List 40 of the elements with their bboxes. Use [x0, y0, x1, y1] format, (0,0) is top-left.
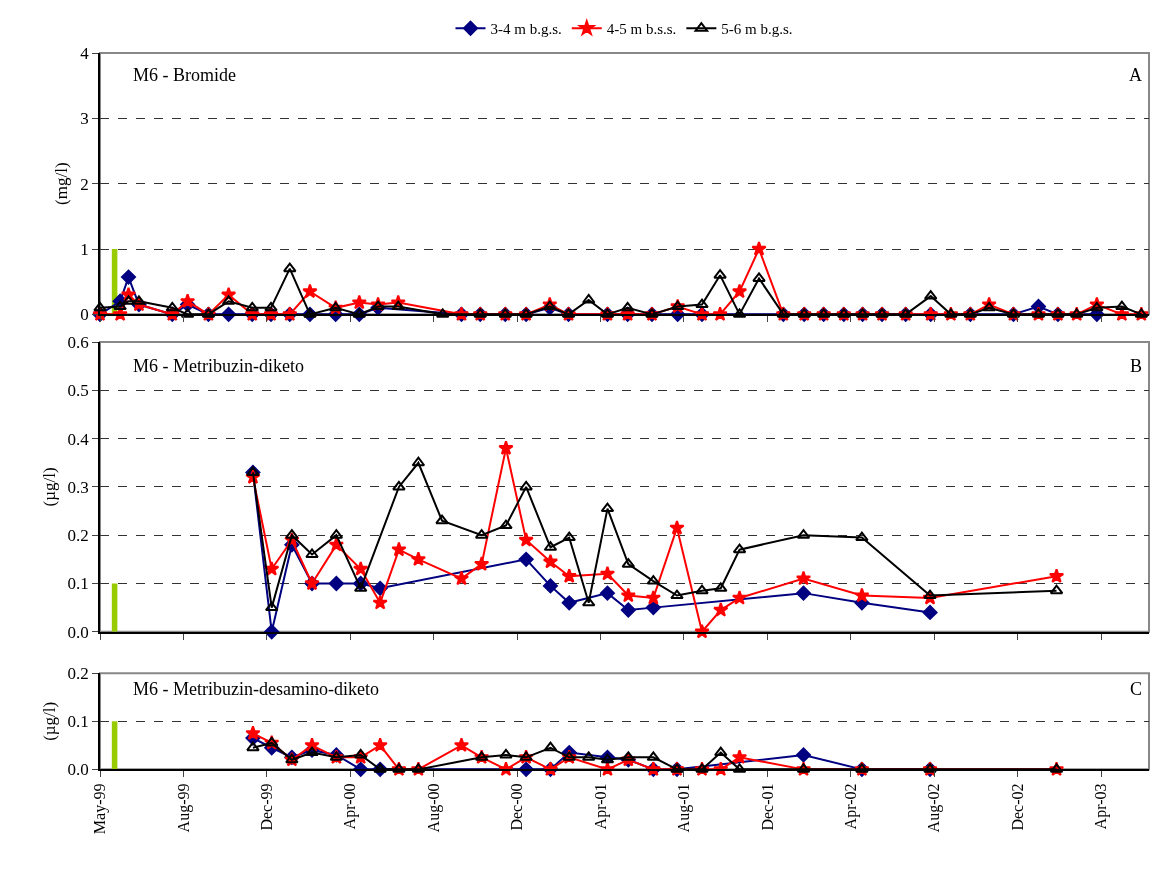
annotation: M6 - Metribuzin-diketo	[133, 356, 304, 376]
x-tick-label: Apr-02	[841, 783, 860, 830]
legend-label: 3-4 m b.g.s.	[490, 21, 562, 38]
x-tick-label: Apr-03	[1092, 783, 1111, 830]
x-tick-label: Dec-02	[1008, 783, 1026, 831]
y-axis-title: (µg/l)	[39, 467, 59, 507]
annotation: M6 - Metribuzin-desamino-diketo	[133, 679, 379, 699]
annotation: A	[1129, 65, 1142, 85]
y-tick-label: 0.2	[67, 526, 89, 546]
y-tick-label: 0.5	[67, 381, 89, 401]
legend-label: 4-5 m b.s.s.	[606, 21, 677, 38]
annotation: C	[1130, 679, 1143, 699]
x-tick-label: Dec-01	[758, 783, 776, 831]
x-tick-label: Apr-01	[591, 783, 610, 830]
x-tick-label: Aug-00	[424, 783, 443, 833]
y-tick-label: 0.3	[67, 477, 89, 497]
y-tick-label: 0	[80, 305, 89, 325]
x-tick-label: Aug-99	[174, 783, 193, 833]
y-tick-label: 0.0	[67, 622, 89, 642]
y-axis-title: (µg/l)	[39, 701, 59, 741]
y-tick-label: 0.4	[67, 429, 90, 449]
y-tick-label: 0.1	[67, 574, 89, 594]
y-tick-label: 0.2	[67, 664, 89, 684]
x-tick-label: Dec-99	[258, 783, 276, 831]
y-tick-label: 1	[80, 239, 89, 259]
y-tick-label: 2	[80, 174, 89, 194]
x-tick-label: Apr-00	[341, 783, 360, 830]
y-tick-label: 0.1	[67, 712, 89, 732]
y-axis-title: (mg/l)	[52, 162, 72, 205]
annotation: M6 - Bromide	[133, 65, 236, 85]
y-tick-label: 4	[80, 43, 90, 63]
x-tick-label: Aug-01	[675, 783, 694, 833]
x-tick-label: May-99	[91, 783, 110, 835]
x-tick-label: Aug-02	[925, 783, 944, 833]
legend-label: 5-6 m b.g.s.	[721, 21, 793, 38]
x-tick-label: Dec-00	[508, 783, 526, 831]
y-tick-label: 3	[80, 109, 89, 129]
y-tick-label: 0.0	[67, 760, 89, 780]
annotation: B	[1130, 356, 1143, 376]
y-tick-label: 0.6	[67, 332, 89, 352]
